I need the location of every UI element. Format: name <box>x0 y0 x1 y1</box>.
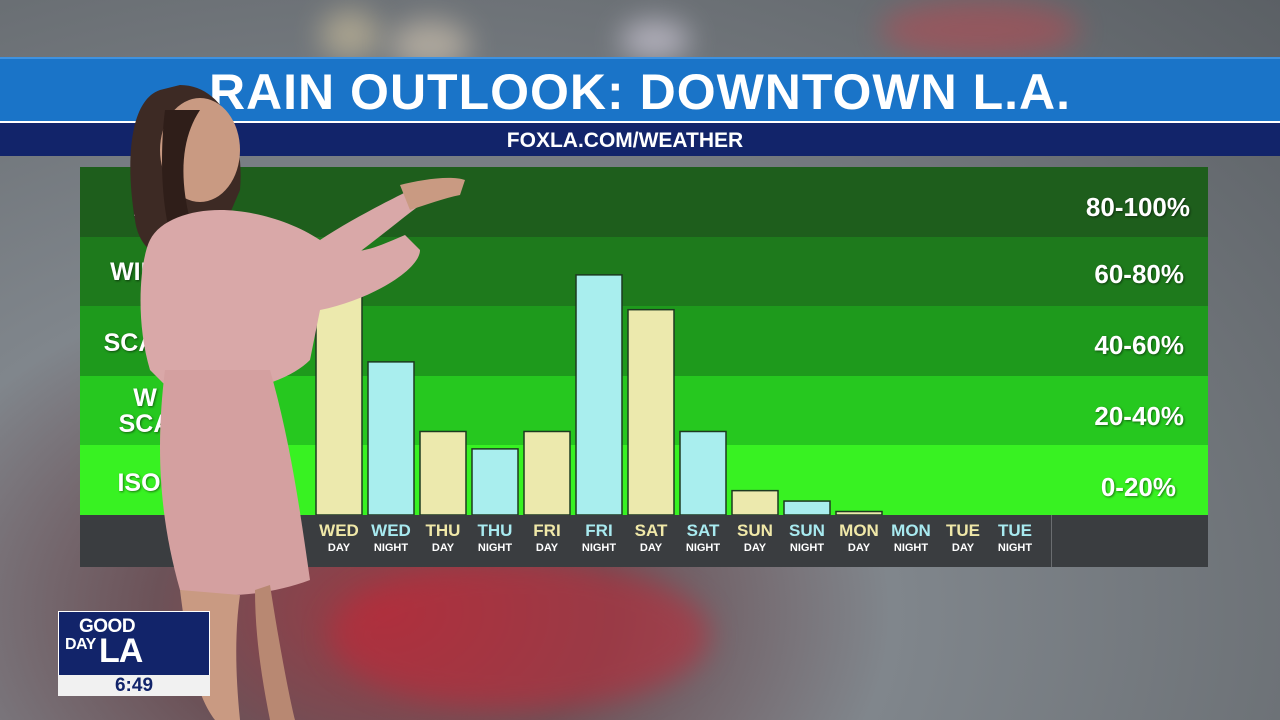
background-light <box>330 560 710 710</box>
background-light <box>880 0 1080 60</box>
x-tick-label: WED DAY <box>313 521 365 555</box>
x-tick-period: DAY <box>951 542 975 554</box>
x-tick-label: MON NIGHT <box>885 521 937 555</box>
page-subtitle: FOXLA.COM/WEATHER <box>506 129 744 152</box>
x-tick-label: SUN DAY <box>729 521 781 555</box>
x-tick-day: THU <box>425 521 461 540</box>
x-tick-period: NIGHT <box>581 542 617 554</box>
bar-thu-day <box>419 430 467 515</box>
band-range-20-40: 20-40% <box>1094 401 1184 431</box>
bar-fri-day <box>523 430 571 515</box>
background-light <box>320 10 380 60</box>
bar-sun-day <box>731 489 779 515</box>
x-tick-day: FRI <box>533 521 561 540</box>
x-tick-period: NIGHT <box>893 542 929 554</box>
x-tick-period: DAY <box>639 542 663 554</box>
x-tick-period: NIGHT <box>477 542 513 554</box>
bar-wed-day <box>315 288 363 515</box>
bar-thu-night <box>471 448 519 515</box>
logo-day-text: DAY <box>65 636 96 653</box>
x-tick-day: SUN <box>737 521 773 540</box>
band-label-0-20: ISO <box>117 469 161 497</box>
clock-time: 6:49 <box>58 675 210 696</box>
x-tick-label: TUE NIGHT <box>989 521 1041 555</box>
bar-sun-night <box>783 500 831 515</box>
x-tick-day: TUE <box>946 521 980 540</box>
x-tick-day: SAT <box>686 521 720 540</box>
background-light <box>620 20 690 60</box>
good-day-la-logo: GOOD DAY LA <box>58 611 210 676</box>
x-tick-label: FRI NIGHT <box>573 521 625 555</box>
logo-la-text: LA <box>99 632 143 670</box>
station-logo: GOOD DAY LA 6:49 <box>58 611 210 696</box>
x-tick-period: DAY <box>431 542 455 554</box>
bar-sat-day <box>627 308 675 515</box>
logo-good-text: GOOD <box>79 616 136 637</box>
bars-layer <box>315 274 883 515</box>
band-range-40-60: 40-60% <box>1094 330 1184 360</box>
x-tick-period: NIGHT <box>789 542 825 554</box>
x-tick-day: FRI <box>585 521 613 540</box>
band-range-80-100: 80-100% <box>1085 192 1190 222</box>
x-tick-label: MON DAY <box>833 521 885 555</box>
x-tick-label: SAT NIGHT <box>677 521 729 555</box>
x-tick-period: DAY <box>847 542 871 554</box>
x-tick-day: WED <box>319 521 359 540</box>
x-tick-label: TUE DAY <box>937 521 989 555</box>
x-tick-day: TUE <box>998 521 1032 540</box>
x-tick-label: THU DAY <box>417 521 469 555</box>
x-tick-day: SAT <box>634 521 668 540</box>
title-banner: RAIN OUTLOOK: DOWNTOWN L.A. <box>0 57 1280 123</box>
x-tick-day: WED <box>371 521 411 540</box>
x-tick-period: NIGHT <box>373 542 409 554</box>
x-axis-divider <box>1051 515 1052 567</box>
presenter <box>130 85 465 720</box>
x-tick-day: SUN <box>789 521 825 540</box>
band-range-0-20: 0-20% <box>1100 472 1176 502</box>
x-tick-day: THU <box>477 521 513 540</box>
x-tick-period: DAY <box>743 542 767 554</box>
x-tick-period: NIGHT <box>685 542 721 554</box>
x-tick-period: NIGHT <box>997 542 1033 554</box>
x-tick-label: THU NIGHT <box>469 521 521 555</box>
x-tick-label: SUN NIGHT <box>781 521 833 555</box>
bar-sat-night <box>679 430 727 515</box>
x-tick-day: MON <box>839 521 879 540</box>
bar-wed-night <box>367 361 415 515</box>
x-tick-label: SAT DAY <box>625 521 677 555</box>
bar-fri-night <box>575 274 623 515</box>
x-tick-period: DAY <box>535 542 559 554</box>
x-tick-day: MON <box>891 521 931 540</box>
band-range-60-80: 60-80% <box>1094 259 1184 289</box>
page-title: RAIN OUTLOOK: DOWNTOWN L.A. <box>208 64 1072 120</box>
x-tick-period: DAY <box>327 542 351 554</box>
x-tick-label: FRI DAY <box>521 521 573 555</box>
x-tick-label: WED NIGHT <box>365 521 417 555</box>
